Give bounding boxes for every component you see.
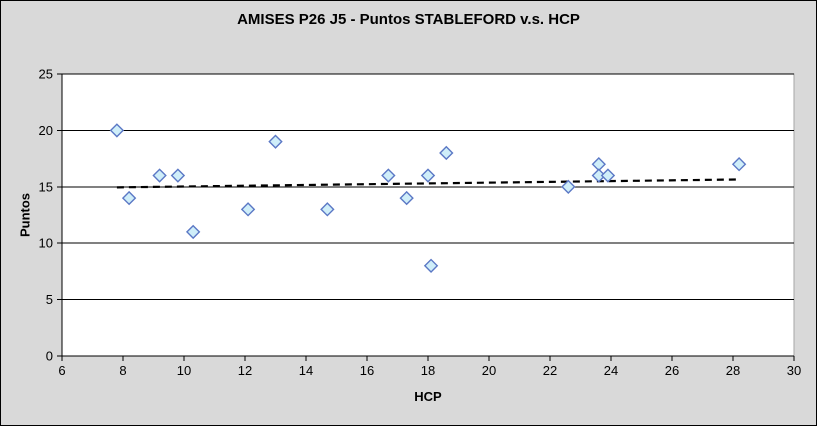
chart-title: AMISES P26 J5 - Puntos STABLEFORD v.s. H…: [237, 11, 580, 28]
data-point-13: [561, 179, 576, 194]
x-tick-label-14: 14: [299, 363, 313, 378]
data-point-0: [109, 123, 125, 138]
data-point-2: [152, 168, 167, 183]
x-axis-label: HCP: [414, 389, 442, 404]
data-point-17: [731, 157, 747, 172]
data-point-6: [268, 134, 283, 149]
data-point-12: [439, 145, 454, 161]
data-point-7: [320, 202, 335, 217]
x-tick-label-24: 24: [604, 363, 618, 378]
x-tick-label-16: 16: [360, 363, 374, 378]
y-tick-label-5: 5: [46, 292, 53, 307]
data-point-10: [420, 168, 436, 183]
x-tick-label-10: 10: [177, 363, 191, 378]
data-point-16: [600, 168, 616, 183]
x-tick-label-6: 6: [58, 363, 65, 378]
x-tick-label-20: 20: [482, 363, 496, 378]
x-tick-label-28: 28: [726, 363, 740, 378]
y-tick-label-15: 15: [39, 179, 53, 194]
data-point-4: [185, 224, 201, 240]
x-tick-label-22: 22: [543, 363, 557, 378]
x-tick-label-30: 30: [787, 363, 801, 378]
x-tick-label-8: 8: [119, 363, 126, 378]
data-point-8: [381, 168, 396, 183]
x-tick-label-26: 26: [665, 363, 679, 378]
y-tick-label-25: 25: [39, 67, 53, 82]
data-point-3: [170, 168, 186, 183]
data-point-11: [423, 258, 439, 273]
y-tick-label-20: 20: [39, 123, 53, 138]
x-tick-label-18: 18: [421, 363, 435, 378]
y-tick-label-0: 0: [46, 349, 53, 364]
data-point-1: [121, 190, 137, 206]
trendline: [116, 178, 740, 189]
data-point-5: [240, 202, 256, 217]
data-point-9: [399, 190, 414, 206]
y-tick-label-10: 10: [39, 236, 53, 251]
plot-area: [61, 73, 795, 357]
x-tick-label-12: 12: [238, 363, 252, 378]
